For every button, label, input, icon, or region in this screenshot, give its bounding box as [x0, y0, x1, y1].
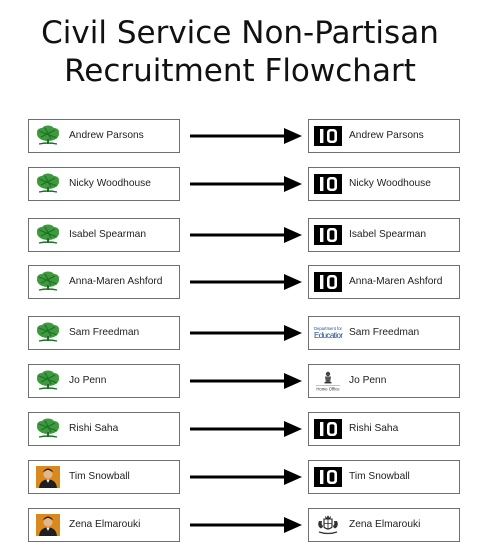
number-10-icon	[313, 418, 343, 440]
flowchart-row: Isabel Spearman Isabel Spearman	[0, 218, 480, 252]
number-10-icon	[313, 271, 343, 293]
arrow-right-icon	[190, 274, 302, 290]
source-name: Nicky Woodhouse	[69, 178, 151, 189]
source-box: Jo Penn	[28, 364, 180, 398]
destination-name: Jo Penn	[349, 375, 387, 386]
department-for-education-icon: Department for Education	[313, 322, 345, 344]
source-name: Rishi Saha	[69, 423, 119, 434]
destination-box: Rishi Saha	[308, 412, 460, 446]
source-box: Andrew Parsons	[28, 119, 180, 153]
destination-name: Andrew Parsons	[349, 130, 424, 141]
source-name: Jo Penn	[69, 375, 107, 386]
person-photo-icon	[33, 466, 63, 488]
arrow-right-icon	[190, 227, 302, 243]
svg-text:Education: Education	[314, 331, 343, 340]
conservative-tree-icon	[33, 322, 63, 344]
source-box: Nicky Woodhouse	[28, 167, 180, 201]
svg-text:Department for: Department for	[314, 326, 343, 331]
conservative-tree-icon	[33, 173, 63, 195]
destination-name: Sam Freedman	[349, 327, 420, 338]
flowchart-row: Tim Snowball Tim Snowball	[0, 460, 480, 494]
destination-box: Home Office Jo Penn	[308, 364, 460, 398]
svg-text:Home Office: Home Office	[316, 387, 340, 392]
conservative-tree-icon	[33, 224, 63, 246]
flowchart-row: Anna-Maren Ashford Anna-Maren Ashford	[0, 265, 480, 299]
number-10-icon	[313, 224, 343, 246]
arrow-right-icon	[190, 469, 302, 485]
destination-box: Tim Snowball	[308, 460, 460, 494]
source-box: Isabel Spearman	[28, 218, 180, 252]
source-name: Anna-Maren Ashford	[69, 276, 163, 287]
destination-box: Anna-Maren Ashford	[308, 265, 460, 299]
destination-name: Nicky Woodhouse	[349, 178, 431, 189]
source-box: Anna-Maren Ashford	[28, 265, 180, 299]
arrow-right-icon	[190, 373, 302, 389]
conservative-tree-icon	[33, 370, 63, 392]
source-name: Sam Freedman	[69, 327, 140, 338]
conservative-tree-icon	[33, 125, 63, 147]
home-office-icon: Home Office	[313, 370, 343, 392]
flowchart-row: Rishi Saha Rishi Saha	[0, 412, 480, 446]
destination-name: Anna-Maren Ashford	[349, 276, 443, 287]
arrow-right-icon	[190, 128, 302, 144]
arrow-right-icon	[190, 517, 302, 533]
arrow-right-icon	[190, 176, 302, 192]
conservative-tree-icon	[33, 418, 63, 440]
flowchart-row: Sam Freedman Department for Education Sa…	[0, 316, 480, 350]
destination-name: Rishi Saha	[349, 423, 399, 434]
number-10-icon	[313, 125, 343, 147]
flowchart-row: Andrew Parsons Andrew Parsons	[0, 119, 480, 153]
title-line-1: Civil Service Non-Partisan	[41, 15, 439, 51]
conservative-tree-icon	[33, 271, 63, 293]
title-line-2: Recruitment Flowchart	[64, 53, 416, 89]
destination-box: Isabel Spearman	[308, 218, 460, 252]
arrow-right-icon	[190, 325, 302, 341]
page-title: Civil Service Non-Partisan Recruitment F…	[0, 14, 480, 90]
source-box: Rishi Saha	[28, 412, 180, 446]
destination-name: Zena Elmarouki	[349, 519, 421, 530]
destination-name: Isabel Spearman	[349, 229, 427, 240]
source-name: Zena Elmarouki	[69, 519, 141, 530]
arrow-right-icon	[190, 421, 302, 437]
source-box: Zena Elmarouki	[28, 508, 180, 542]
source-name: Andrew Parsons	[69, 130, 144, 141]
destination-box: Department for Education Sam Freedman	[308, 316, 460, 350]
person-photo-icon	[33, 514, 63, 536]
flowchart-row: Nicky Woodhouse Nicky Woodhouse	[0, 167, 480, 201]
royal-crest-icon	[313, 514, 343, 536]
flowchart-row: Zena Elmarouki Zena Elmarouki	[0, 508, 480, 542]
destination-box: Andrew Parsons	[308, 119, 460, 153]
source-name: Tim Snowball	[69, 471, 130, 482]
destination-box: Zena Elmarouki	[308, 508, 460, 542]
source-box: Tim Snowball	[28, 460, 180, 494]
source-box: Sam Freedman	[28, 316, 180, 350]
number-10-icon	[313, 466, 343, 488]
destination-name: Tim Snowball	[349, 471, 410, 482]
flowchart-row: Jo Penn Home Office Jo Penn	[0, 364, 480, 398]
destination-box: Nicky Woodhouse	[308, 167, 460, 201]
number-10-icon	[313, 173, 343, 195]
source-name: Isabel Spearman	[69, 229, 147, 240]
